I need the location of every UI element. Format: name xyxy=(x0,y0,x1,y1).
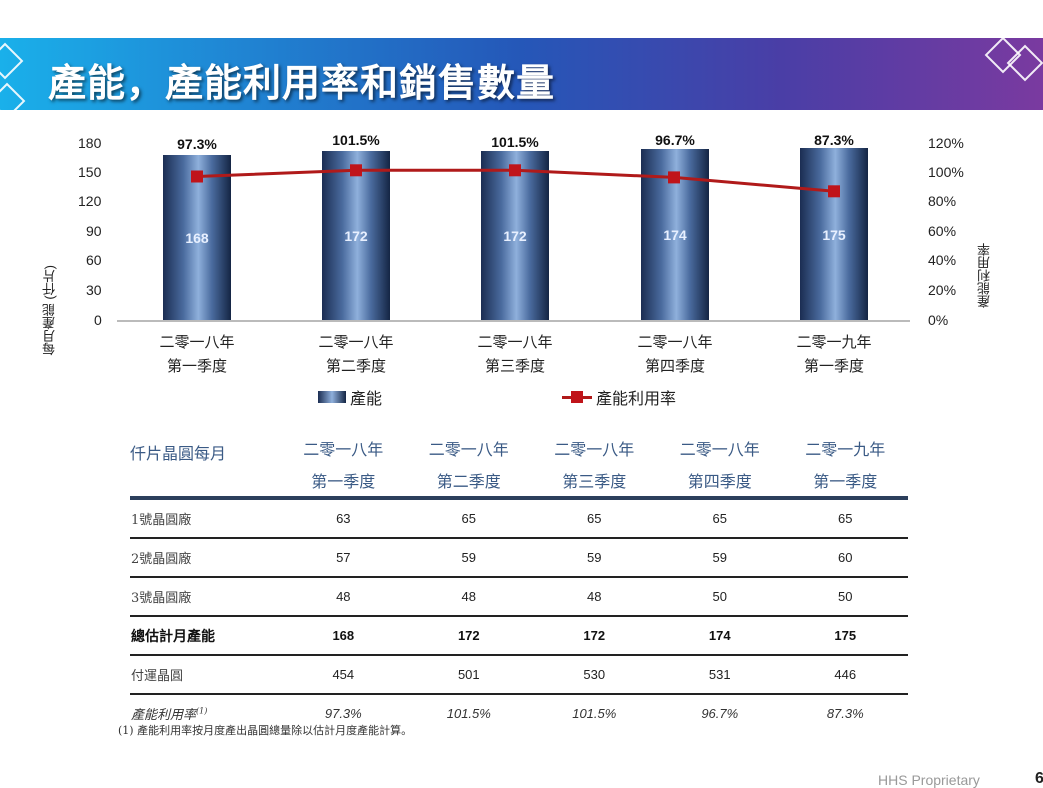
capacity-table: 仟片晶圓每月 二零一八年 二零一八年 二零一八年 二零一八年 二零一九年 第一季… xyxy=(130,432,908,732)
ytick: 60 xyxy=(86,252,102,268)
bar-value: 174 xyxy=(663,227,687,243)
ytick: 120 xyxy=(78,193,102,209)
table-row-total: 總估計月產能 168 172 172 174 175 xyxy=(130,616,908,656)
category-label: 二零一八年 第二季度 xyxy=(318,334,394,375)
pct-label: 101.5% xyxy=(332,132,380,148)
bar-value: 168 xyxy=(185,230,209,246)
pct-label: 101.5% xyxy=(491,134,539,150)
col-header: 二零一九年 xyxy=(805,440,886,459)
footer-text: HHS Proprietary xyxy=(878,772,980,788)
col-header: 第三季度 xyxy=(531,464,658,500)
col-header: 第四季度 xyxy=(657,464,783,500)
ytick-right: 0% xyxy=(928,312,949,328)
ytick-right: 60% xyxy=(928,223,957,239)
line-marker-icon xyxy=(562,391,592,403)
ytick: 150 xyxy=(78,164,102,180)
footnote: (1) 產能利用率按月度產出晶圓總量除以估計月度產能計算。 xyxy=(118,724,413,737)
col-header: 二零一八年 xyxy=(303,440,384,459)
table-row: 1號晶圓廠 63 65 65 65 65 xyxy=(130,498,908,539)
category-label: 二零一八年 第四季度 xyxy=(637,334,713,375)
ytick: 0 xyxy=(94,312,102,328)
title-banner xyxy=(0,38,1043,110)
utilization-line xyxy=(191,164,840,198)
bar-value: 172 xyxy=(503,228,527,244)
legend-line: 產能利用率 xyxy=(562,385,676,409)
page-number: 6 xyxy=(1035,770,1043,787)
ytick: 90 xyxy=(86,223,102,239)
ytick-right: 80% xyxy=(928,193,957,209)
bar-q3-2018 xyxy=(481,151,549,320)
col-header: 二零一八年 xyxy=(554,440,635,459)
pct-label: 96.7% xyxy=(655,132,695,148)
legend-bar: 產能 xyxy=(318,385,382,409)
ytick-right: 20% xyxy=(928,282,957,298)
bar-q2-2018 xyxy=(322,151,390,320)
table-corner-label: 仟片晶圓每月 xyxy=(130,444,227,463)
table-row: 2號晶圓廠 57 59 59 59 60 xyxy=(130,538,908,578)
page-title: 產能，產能利用率和銷售數量 xyxy=(48,61,556,105)
bar-q1-2019 xyxy=(800,148,868,320)
pct-label: 97.3% xyxy=(177,136,217,152)
bar-swatch-icon xyxy=(318,391,346,403)
ytick-right: 40% xyxy=(928,252,957,268)
ytick-right: 120% xyxy=(928,135,964,151)
table-row-utilization: 產能利用率(1) 97.3% 101.5% 101.5% 96.7% 87.3% xyxy=(131,706,864,723)
col-header: 二零一八年 xyxy=(428,440,509,459)
x-axis-line xyxy=(117,320,910,322)
category-label: 二零一九年 第一季度 xyxy=(796,334,872,375)
col-header: 第一季度 xyxy=(782,464,908,500)
col-header: 第一季度 xyxy=(280,464,407,500)
table-row: 3號晶圓廠 48 48 48 50 50 xyxy=(130,577,908,617)
pct-label: 87.3% xyxy=(814,132,854,148)
capacity-chart: 180 150 120 90 60 30 0 每月產能 (仟片) 120% 10… xyxy=(0,125,1043,415)
col-header: 二零一八年 xyxy=(679,440,760,459)
bar-value: 175 xyxy=(822,227,846,243)
ytick-right: 100% xyxy=(928,164,964,180)
category-label: 二零一八年 第三季度 xyxy=(477,334,553,375)
ytick: 180 xyxy=(78,135,102,151)
table-row: 付運晶圓 454 501 530 531 446 xyxy=(130,655,908,695)
category-label: 二零一八年 第一季度 xyxy=(159,334,235,375)
ytick: 30 xyxy=(86,282,102,298)
col-header: 第二季度 xyxy=(406,464,532,500)
bar-value: 172 xyxy=(344,228,368,244)
